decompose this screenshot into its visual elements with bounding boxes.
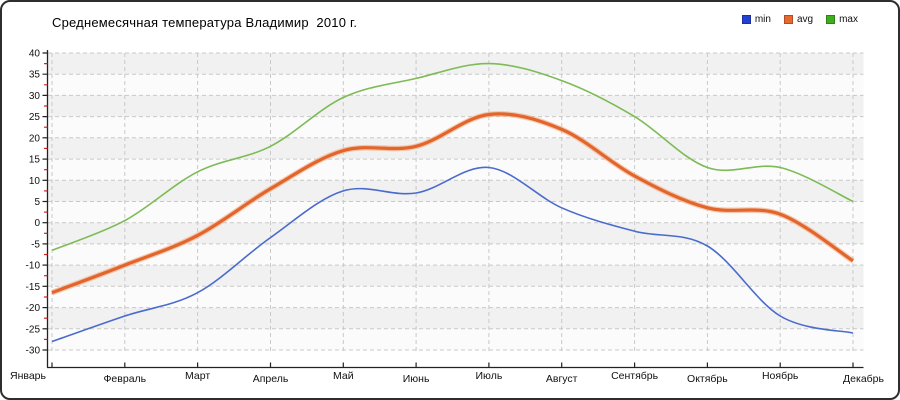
svg-text:Октябрь: Октябрь	[687, 373, 728, 385]
svg-text:-5: -5	[31, 239, 40, 250]
svg-text:5: 5	[34, 197, 40, 208]
legend-item-avg[interactable]: avg	[783, 14, 814, 25]
svg-text:Август: Август	[546, 373, 578, 385]
svg-text:0: 0	[34, 218, 40, 229]
legend-swatch-min-icon	[741, 15, 751, 24]
svg-text:25: 25	[29, 112, 41, 123]
legend-label-min: min	[754, 14, 771, 25]
svg-text:40: 40	[29, 49, 41, 60]
axes	[46, 50, 864, 369]
svg-text:35: 35	[29, 70, 41, 81]
svg-text:Март: Март	[185, 370, 210, 382]
svg-text:Январь: Январь	[10, 370, 47, 382]
svg-text:20: 20	[29, 133, 41, 144]
series-line-avg	[51, 112, 854, 295]
y-axis-ticks: 40 35 30 25 20 15 10 5 0 -5 -10 -15 -20 -25 -30	[26, 49, 48, 357]
series-line-min	[51, 166, 854, 343]
svg-text:Ноябрь: Ноябрь	[762, 370, 799, 382]
legend-label-max: max	[839, 14, 858, 25]
legend-swatch-avg-icon	[783, 15, 793, 24]
legend-swatch-max-icon	[826, 15, 836, 24]
svg-text:-10: -10	[26, 261, 41, 272]
svg-text:Апрель: Апрель	[253, 373, 289, 385]
svg-text:30: 30	[29, 91, 41, 102]
svg-text:-30: -30	[26, 346, 41, 357]
svg-text:Декабрь: Декабрь	[843, 373, 884, 385]
svg-text:-20: -20	[26, 303, 41, 314]
vertical-gridlines	[51, 53, 854, 354]
x-axis-ticks: Январь Февраль Март Апрель Май Июнь Июль Август…	[10, 362, 885, 385]
svg-text:15: 15	[29, 155, 41, 166]
svg-text:10: 10	[29, 176, 41, 187]
svg-text:-15: -15	[26, 282, 41, 293]
legend: min avg max	[741, 14, 858, 25]
svg-text:Февраль: Февраль	[103, 373, 146, 385]
legend-item-min[interactable]: min	[741, 14, 771, 25]
legend-label-avg: avg	[796, 14, 814, 25]
svg-text:Май: Май	[333, 370, 354, 382]
svg-text:-25: -25	[26, 324, 41, 335]
svg-text:Сентябрь: Сентябрь	[611, 370, 659, 382]
svg-text:Июнь: Июнь	[403, 373, 430, 385]
chart-title: Среднемесячная температура Владимир 2010…	[52, 15, 358, 30]
svg-text:Июль: Июль	[476, 370, 503, 382]
legend-item-max[interactable]: max	[826, 14, 858, 25]
series-line-max	[51, 62, 854, 252]
plot-bands	[48, 53, 864, 350]
